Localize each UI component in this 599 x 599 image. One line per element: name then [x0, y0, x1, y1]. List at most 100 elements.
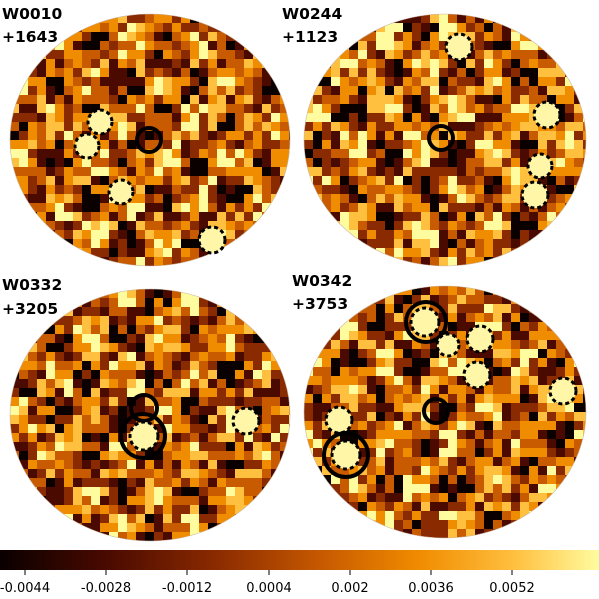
- texture-cell: [181, 307, 191, 317]
- texture-cell: [28, 433, 38, 443]
- texture-cell: [547, 257, 557, 266]
- texture-cell: [190, 523, 200, 533]
- texture-cell: [439, 203, 449, 213]
- texture-cell: [73, 104, 83, 114]
- texture-cell: [412, 248, 422, 258]
- texture-cell: [394, 104, 404, 114]
- texture-cell: [574, 50, 584, 60]
- texture-cell: [484, 23, 494, 33]
- texture-cell: [439, 167, 449, 177]
- texture-cell: [73, 194, 83, 204]
- texture-cell: [46, 167, 56, 177]
- texture-cell: [502, 239, 512, 249]
- texture-cell: [376, 385, 386, 395]
- texture-cell: [493, 203, 503, 213]
- texture-cell: [475, 176, 485, 186]
- texture-cell: [574, 286, 584, 296]
- texture-cell: [127, 194, 137, 204]
- texture-cell: [349, 131, 359, 141]
- texture-cell: [37, 397, 47, 407]
- texture-cell: [208, 505, 218, 515]
- texture-cell: [529, 475, 539, 485]
- texture-cell: [385, 257, 395, 266]
- texture-cell: [484, 176, 494, 186]
- texture-cell: [253, 221, 263, 231]
- texture-cell: [10, 478, 20, 488]
- texture-cell: [244, 397, 254, 407]
- texture-cell: [475, 95, 485, 105]
- texture-cell: [349, 221, 359, 231]
- texture-cell: [244, 212, 254, 222]
- texture-cell: [367, 149, 377, 159]
- texture-cell: [199, 113, 209, 123]
- texture-cell: [280, 388, 290, 398]
- texture-cell: [271, 41, 281, 51]
- texture-cell: [448, 104, 458, 114]
- texture-cell: [280, 104, 290, 114]
- texture-cell: [37, 257, 47, 266]
- texture-cell: [394, 322, 404, 332]
- texture-cell: [19, 487, 29, 497]
- texture-cell: [412, 520, 422, 530]
- texture-cell: [439, 502, 449, 512]
- texture-cell: [448, 194, 458, 204]
- texture-cell: [109, 478, 119, 488]
- texture-cell: [349, 403, 359, 413]
- texture-cell: [493, 295, 503, 305]
- texture-cell: [304, 113, 314, 123]
- texture-cell: [253, 496, 263, 506]
- texture-cell: [430, 194, 440, 204]
- texture-cell: [262, 298, 272, 308]
- texture-cell: [190, 307, 200, 317]
- texture-cell: [145, 361, 155, 371]
- texture-cell: [64, 442, 74, 452]
- texture-cell: [394, 475, 404, 485]
- texture-cell: [367, 403, 377, 413]
- texture-cell: [118, 415, 128, 425]
- texture-cell: [394, 502, 404, 512]
- texture-cell: [172, 131, 182, 141]
- texture-cell: [19, 460, 29, 470]
- texture-cell: [493, 239, 503, 249]
- texture-cell: [127, 307, 137, 317]
- texture-cell: [145, 158, 155, 168]
- texture-cell: [421, 32, 431, 42]
- texture-cell: [217, 50, 227, 60]
- texture-cell: [244, 230, 254, 240]
- texture-cell: [73, 406, 83, 416]
- texture-cell: [529, 349, 539, 359]
- texture-cell: [289, 343, 290, 353]
- texture-cell: [64, 50, 74, 60]
- texture-cell: [37, 451, 47, 461]
- texture-cell: [73, 487, 83, 497]
- texture-cell: [394, 230, 404, 240]
- texture-cell: [163, 122, 173, 132]
- texture-cell: [163, 316, 173, 326]
- texture-cell: [226, 487, 236, 497]
- texture-cell: [367, 158, 377, 168]
- texture-cell: [367, 358, 377, 368]
- texture-cell: [385, 113, 395, 123]
- texture-cell: [376, 158, 386, 168]
- texture-cell: [331, 439, 341, 449]
- texture-cell: [394, 457, 404, 467]
- texture-cell: [244, 469, 254, 479]
- texture-cell: [118, 104, 128, 114]
- texture-cell: [118, 221, 128, 231]
- texture-cell: [358, 331, 368, 341]
- texture-cell: [91, 388, 101, 398]
- texture-cell: [475, 149, 485, 159]
- texture-cell: [136, 325, 146, 335]
- texture-cell: [163, 352, 173, 362]
- texture-cell: [82, 257, 92, 266]
- texture-cell: [511, 212, 521, 222]
- texture-cell: [136, 496, 146, 506]
- texture-cell: [235, 496, 245, 506]
- texture-cell: [376, 194, 386, 204]
- texture-cell: [37, 424, 47, 434]
- texture-cell: [289, 203, 290, 213]
- texture-cell: [547, 457, 557, 467]
- texture-cell: [244, 140, 254, 150]
- texture-cell: [181, 131, 191, 141]
- texture-cell: [10, 257, 20, 266]
